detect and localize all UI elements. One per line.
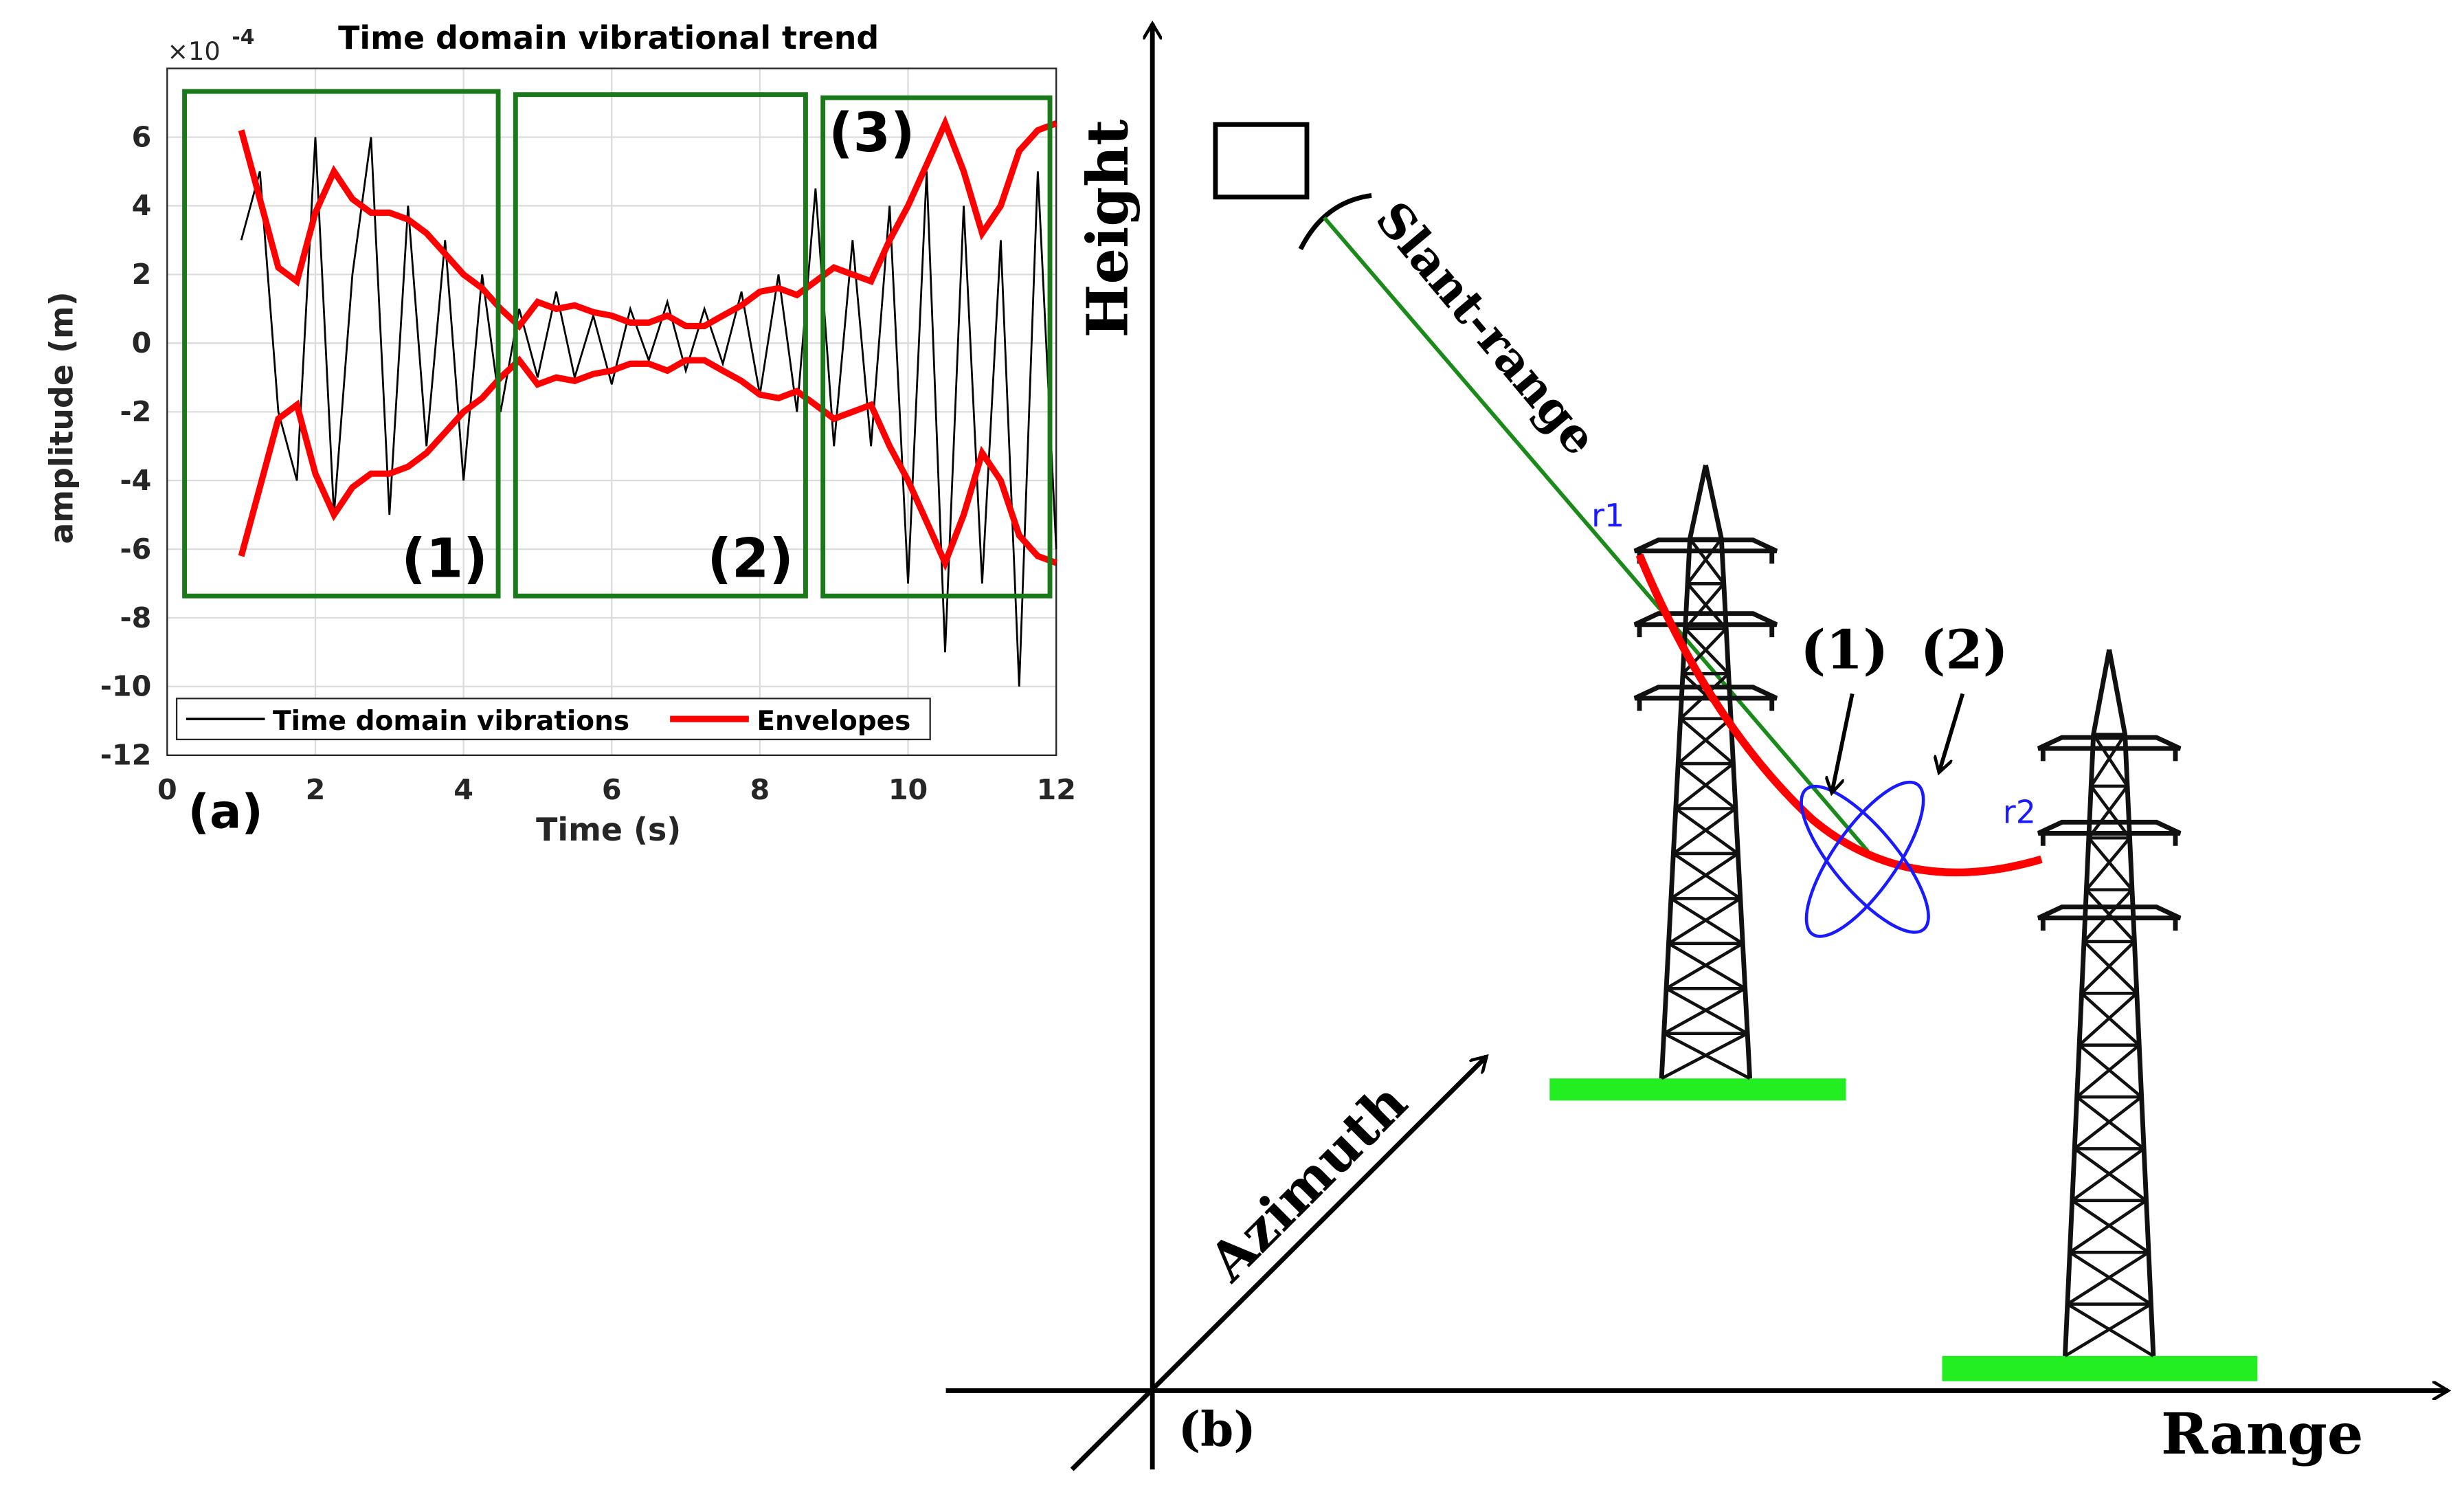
tower-brace (2078, 992, 2140, 1047)
y-tick-label: 6 (132, 120, 152, 153)
plot-frame (166, 67, 1057, 757)
envelope-lower (238, 355, 1057, 571)
y-multiplier-exp: -4 (232, 25, 254, 49)
region-box (182, 89, 501, 599)
tower-brace (2073, 1095, 2145, 1150)
antenna-arc (1298, 193, 1372, 251)
vibration-line (240, 137, 1057, 687)
tower-brace (1672, 807, 1739, 855)
tower-brace (2085, 836, 2133, 891)
tower-brace (2076, 1043, 2143, 1098)
x-axis-label: Time (s) (536, 811, 681, 848)
region-label: (1) (401, 529, 488, 590)
tower-brace (1668, 897, 1744, 945)
tower-arm (2037, 735, 2182, 761)
azimuth-axis (1070, 1056, 1486, 1471)
y-tick-label: -6 (120, 533, 152, 566)
azimuth-label: Azimuth (1196, 1071, 1419, 1293)
slant-range-line (1323, 216, 1870, 853)
mode-ellipse (1800, 784, 1930, 934)
x-tick-label: 4 (453, 773, 473, 806)
legend-label: Time domain vibrations (273, 706, 629, 737)
tower (2037, 649, 2182, 1357)
panel-label: (a) (188, 784, 263, 839)
tower-brace (2064, 1302, 2155, 1357)
region-label: (3) (829, 102, 915, 164)
mode-label: (1) (1800, 619, 1888, 682)
tower-brace (1686, 537, 1725, 585)
ground (1549, 1078, 1846, 1101)
diagram-b: Height Range Azimuth (b) Slant-range r1 … (945, 23, 2448, 1471)
tower-brace (1665, 942, 1746, 990)
x-tick-label: 10 (888, 773, 928, 806)
tower-brace (2069, 1199, 2150, 1254)
ground (1942, 1355, 2258, 1381)
envelope-upper (238, 115, 1057, 331)
y-tick-label: -2 (120, 395, 152, 428)
y-tick-label: -8 (120, 601, 152, 634)
height-label: Height (1074, 120, 1141, 338)
tower-leg (2063, 649, 2156, 1357)
legend: Time domain vibrations Envelopes (175, 698, 931, 741)
arrow (1939, 693, 1965, 772)
x-tick-label: 0 (157, 773, 177, 806)
mode-label: (2) (1920, 619, 2008, 682)
tower-brace (1675, 761, 1737, 810)
arrow (1832, 693, 1855, 793)
y-tick-label: -12 (100, 739, 152, 772)
tower-brace (1670, 852, 1742, 900)
tower-arm (1633, 685, 1778, 711)
region-box (513, 92, 808, 599)
panel-label: (b) (1178, 1402, 1256, 1458)
tower-arm (1633, 611, 1778, 638)
tower (1633, 465, 1778, 1080)
tower-brace (2090, 733, 2129, 788)
region-label: (2) (707, 529, 794, 590)
tower-brace (2066, 1250, 2152, 1306)
x-tick-label: 12 (1036, 773, 1075, 806)
y-tick-label: 0 (132, 326, 152, 359)
mode-ellipse (1804, 780, 1925, 938)
cable (1635, 553, 2043, 877)
r2-label: r2 (2003, 794, 2036, 831)
range-label: Range (2161, 1401, 2363, 1467)
tower-arm (2037, 819, 2182, 846)
y-tick-label: -10 (100, 670, 152, 703)
tower-arm (2037, 904, 2182, 931)
y-multiplier: ×10 (167, 36, 220, 66)
r1-label: r1 (1591, 497, 1624, 534)
satellite (1213, 122, 1310, 200)
towers (1633, 465, 2182, 1357)
y-tick-label: -4 (120, 464, 152, 497)
tower-brace (2087, 784, 2131, 839)
y-axis-label: amplitude (m) (43, 291, 80, 544)
tower-brace (2071, 1147, 2147, 1202)
region-box (820, 95, 1053, 599)
x-tick-label: 6 (602, 773, 622, 806)
chart-a: 0 2 4 6 8 10 12 -12 -10 -8 -6 -4 -2 0 2 4 6 (1) (2) (3) Time… (43, 19, 1076, 848)
y-tick-label: 4 (132, 189, 152, 222)
slant-range-label: Slant-range (1365, 191, 1608, 466)
legend-label: Envelopes (757, 706, 910, 737)
tower-brace (2080, 939, 2138, 994)
chart-title: Time domain vibrational trend (338, 19, 879, 56)
x-tick-label: 8 (750, 773, 770, 806)
tower-brace (1663, 986, 1749, 1035)
tower-brace (1661, 1032, 1751, 1080)
x-tick-label: 2 (306, 773, 326, 806)
tower-brace (1677, 717, 1735, 765)
y-tick-label: 2 (132, 258, 152, 291)
legend-box (175, 698, 931, 741)
tower-brace (1683, 582, 1727, 630)
